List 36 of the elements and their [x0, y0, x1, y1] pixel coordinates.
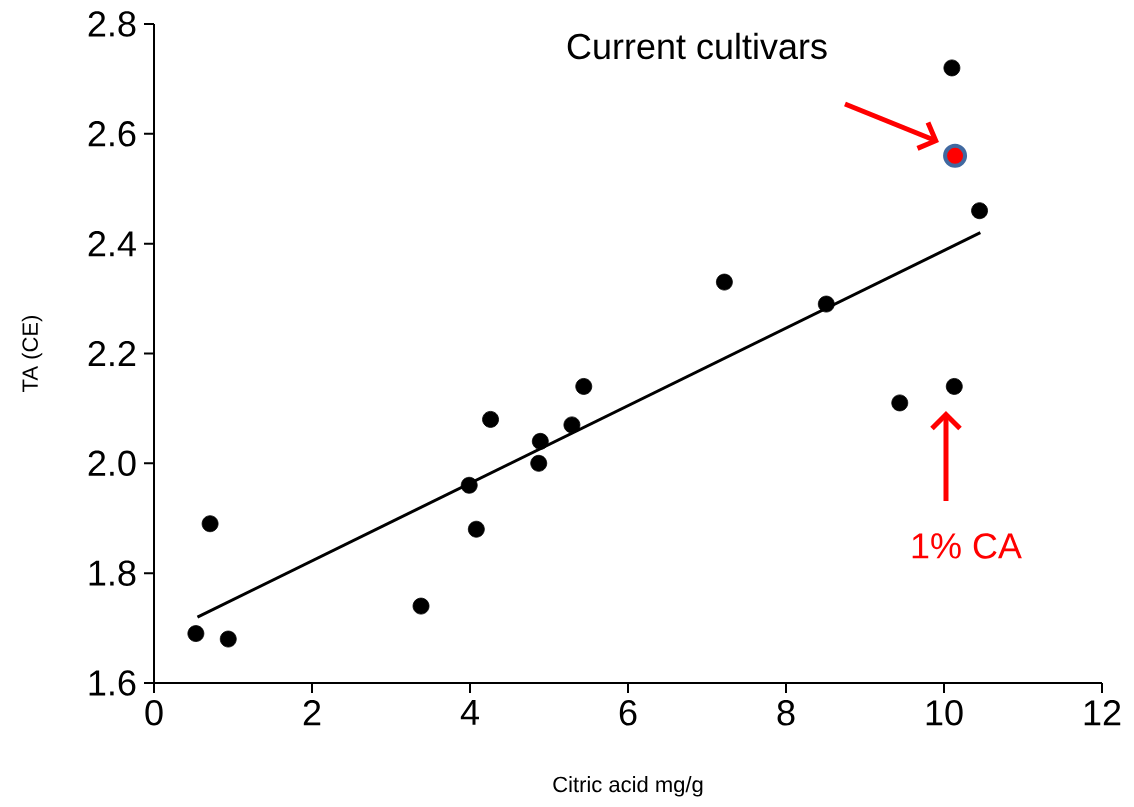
point: [412, 597, 430, 615]
annotation: 1% CA: [912, 533, 1022, 559]
point: [187, 625, 205, 642]
x-tick-label: 8: [777, 700, 795, 726]
point: [530, 454, 548, 472]
point: [482, 410, 499, 428]
x-tick-label: 0: [145, 700, 163, 726]
point: [219, 630, 237, 648]
point: [201, 515, 219, 533]
point: [467, 520, 485, 538]
y-tick-label: 2.4: [88, 231, 136, 257]
annotation: Current cultivars: [567, 32, 827, 60]
point: [460, 476, 478, 494]
x-axis-title: Citric acid mg/g: [553, 776, 703, 797]
x-tick-label: 4: [460, 700, 479, 725]
point: [817, 295, 835, 313]
x-tick-label: 2: [303, 700, 321, 726]
y-tick-label: 1.8: [89, 560, 136, 586]
point: [971, 202, 988, 220]
point: [943, 143, 968, 168]
y-tick-label: 2.6: [88, 121, 136, 147]
x-tick-label: 6: [619, 700, 637, 726]
y-tick-label: 2.8: [88, 11, 136, 37]
point: [531, 432, 549, 450]
point: [945, 378, 963, 395]
y-axis-title: TA (CE): [21, 315, 43, 392]
point: [943, 59, 961, 77]
point: [891, 394, 909, 412]
y-tick-label: 2.2: [88, 340, 136, 367]
y-tick-label: 2.0: [88, 450, 136, 477]
point: [715, 273, 733, 291]
x-tick-label: 10: [926, 700, 963, 726]
point: [575, 378, 593, 395]
x-tick-label: 12: [1084, 700, 1121, 726]
point: [563, 416, 581, 434]
y-tick-label: 1.6: [89, 670, 136, 696]
